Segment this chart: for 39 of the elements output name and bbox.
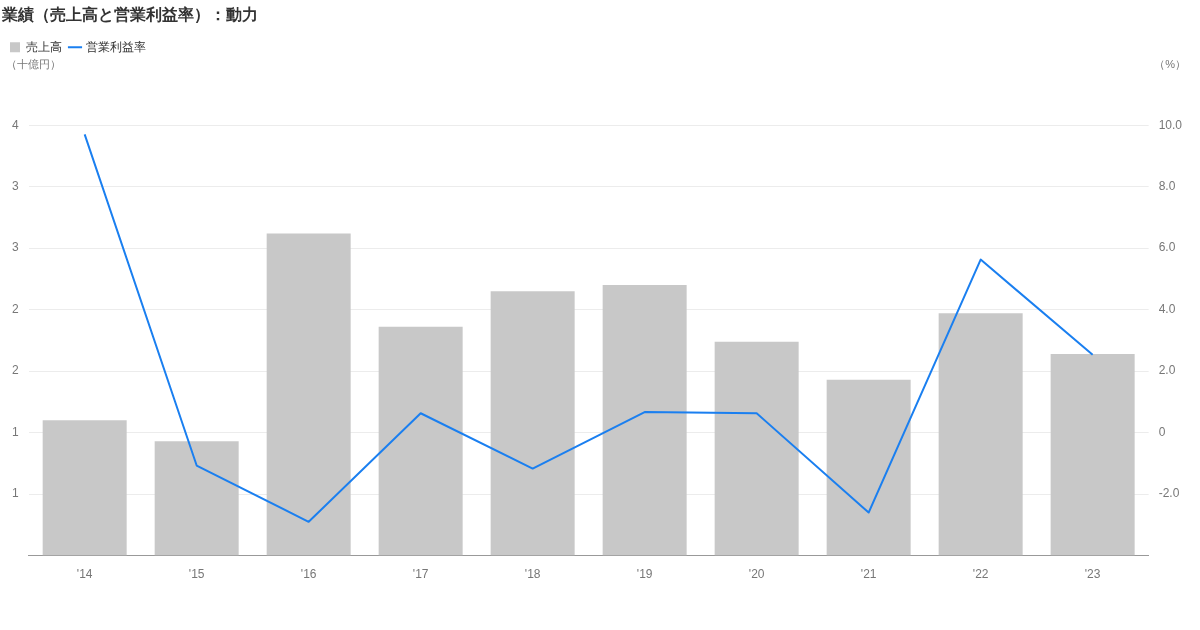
x-tick-label: '18 — [524, 567, 541, 582]
y-tick-label: 2 — [11, 363, 19, 378]
y-tick-label: 1 — [11, 486, 19, 501]
y-tick-label: 2 — [11, 301, 19, 316]
y2-tick-label: 2.0 — [1158, 363, 1176, 378]
y2-tick-label: 6.0 — [1158, 240, 1176, 255]
y2-tick-label: 8.0 — [1158, 179, 1176, 193]
y-tick-label: 4 — [11, 117, 19, 132]
x-tick-label: '19 — [636, 567, 653, 582]
legend-label: 営業利益率 — [86, 39, 146, 54]
bar — [714, 341, 799, 556]
x-tick-label: '17 — [412, 567, 429, 582]
bar — [1050, 353, 1135, 556]
y2-axis-title: （%） — [1154, 58, 1186, 71]
x-tick-label: '21 — [860, 567, 877, 582]
bar — [938, 313, 1023, 556]
x-tick-label: '23 — [1084, 567, 1101, 582]
bar — [602, 285, 687, 556]
y-axis-title: （十億円） — [6, 58, 61, 71]
chart-title: 業績（売上高と営業利益率）：動力 — [1, 5, 258, 25]
bar — [826, 379, 911, 556]
x-tick-label: '14 — [76, 567, 93, 582]
bar — [490, 291, 575, 556]
y-tick-label: 3 — [11, 179, 19, 193]
y-tick-label: 3 — [11, 240, 19, 255]
y2-tick-label: 4.0 — [1158, 301, 1176, 316]
y2-tick-label: -2.0 — [1158, 486, 1180, 501]
y2-tick-label: 10.0 — [1158, 117, 1183, 132]
bar — [378, 326, 463, 556]
legend-label: 売上高 — [26, 39, 62, 54]
x-tick-label: '16 — [300, 567, 317, 582]
bar — [154, 441, 239, 556]
bar — [42, 420, 127, 556]
x-tick-label: '20 — [748, 567, 765, 582]
x-tick-label: '15 — [188, 567, 205, 582]
x-tick-label: '22 — [972, 567, 989, 582]
y-tick-label: 1 — [11, 424, 19, 439]
y2-tick-label: 0 — [1158, 424, 1166, 439]
bar — [266, 233, 351, 556]
